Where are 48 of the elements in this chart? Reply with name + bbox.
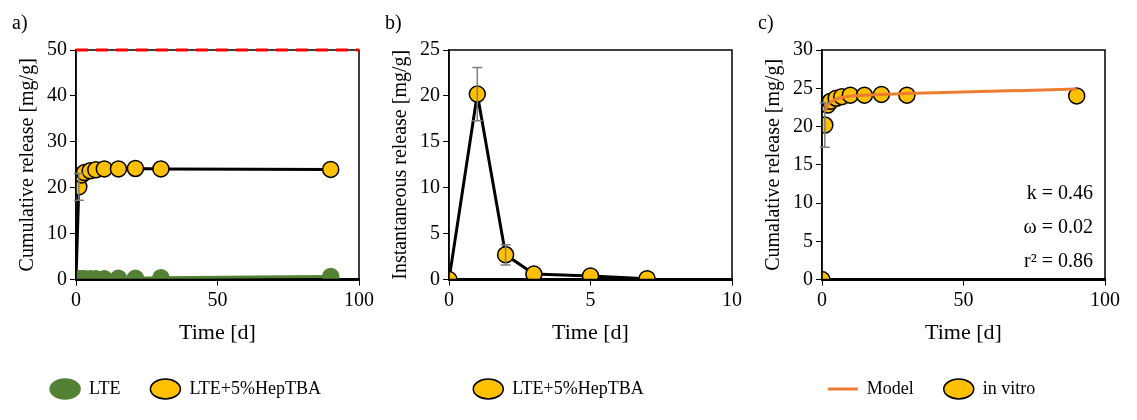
y-tick-label: 15 bbox=[420, 129, 440, 152]
y-tick-label: 5 bbox=[430, 220, 440, 243]
x-tick-label: 0 bbox=[71, 287, 81, 310]
y-tick-label: 50 bbox=[47, 37, 67, 60]
y-tick-label: 20 bbox=[420, 83, 440, 106]
y-tick-label: 15 bbox=[793, 152, 813, 175]
point bbox=[1067, 87, 1086, 105]
y-tick-label: 20 bbox=[47, 175, 67, 198]
x-tick-label: 0 bbox=[444, 287, 454, 310]
chart-title: c) bbox=[758, 11, 774, 35]
y-axis-title: Cumulative release [mg/g] bbox=[15, 58, 39, 272]
x-tick-label: 0 bbox=[817, 287, 827, 310]
point bbox=[525, 265, 543, 280]
y-axis-title: Cumalative release [mg/g] bbox=[761, 58, 785, 271]
y-tick-label: 30 bbox=[47, 129, 67, 152]
legend-label: LTE bbox=[89, 377, 121, 398]
chart-title: a) bbox=[12, 11, 28, 35]
y-tick-label: 40 bbox=[47, 83, 67, 106]
x-axis-title: Time [d] bbox=[179, 318, 256, 344]
point bbox=[468, 85, 487, 103]
x-tick-label: 10 bbox=[722, 287, 742, 310]
x-tick-label: 100 bbox=[344, 287, 374, 310]
y-tick-label: 0 bbox=[803, 266, 813, 289]
y-tick-label: 10 bbox=[420, 175, 440, 198]
y-tick-label: 5 bbox=[803, 228, 813, 251]
y-tick-label: 10 bbox=[47, 220, 67, 243]
annotation: k = 0.46 bbox=[1026, 180, 1093, 203]
y-tick-label: 25 bbox=[793, 75, 813, 98]
x-tick-label: 100 bbox=[1090, 287, 1120, 310]
legend-label: LTE+5%HepTBA bbox=[512, 377, 644, 398]
x-tick-label: 5 bbox=[585, 287, 596, 310]
y-tick-label: 30 bbox=[793, 37, 813, 60]
y-tick-label: 0 bbox=[430, 266, 440, 289]
legend-label: Model bbox=[866, 377, 914, 398]
x-tick-label: 50 bbox=[207, 287, 228, 310]
y-tick-label: 20 bbox=[793, 113, 813, 136]
legend-label: in vitro bbox=[982, 377, 1036, 398]
chart-title: b) bbox=[385, 11, 402, 35]
y-tick-label: 0 bbox=[57, 266, 67, 289]
x-axis-title: Time [d] bbox=[552, 318, 629, 344]
legend-label: LTE+5%HepTBA bbox=[189, 377, 321, 398]
x-axis-title: Time [d] bbox=[925, 318, 1002, 344]
annotation: r² = 0.86 bbox=[1024, 248, 1093, 271]
y-tick-label: 10 bbox=[793, 190, 813, 213]
y-axis-title: Instantaneous release [mg/g] bbox=[388, 49, 412, 280]
x-tick-label: 50 bbox=[953, 287, 974, 310]
y-tick-label: 25 bbox=[420, 37, 440, 60]
annotation: ω = 0.02 bbox=[1023, 214, 1093, 237]
